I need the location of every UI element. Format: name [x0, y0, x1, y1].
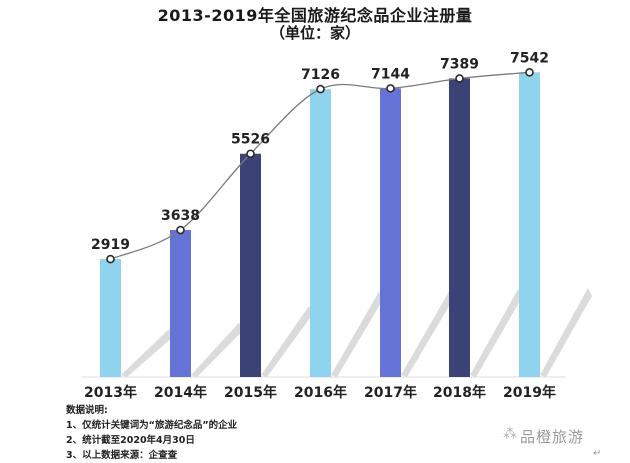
bar-2013年 — [100, 259, 121, 377]
bar-shadow — [470, 289, 522, 377]
notes-heading: 数据说明: — [66, 405, 108, 416]
chart-title: 2013-2019年全国旅游纪念品企业注册量 — [157, 6, 473, 25]
trend-marker — [455, 74, 464, 83]
bar-2015年 — [240, 153, 261, 377]
trend-marker — [246, 149, 255, 159]
value-labels: 2919 3638 5526 7126 7144 7389 7542 — [91, 50, 549, 253]
bar-shadow — [401, 291, 453, 377]
x-tick-label: 2013年 — [84, 384, 137, 401]
bar-shadow — [191, 322, 243, 377]
bar-shadow — [261, 305, 313, 377]
value-label: 7126 — [301, 67, 340, 83]
value-label: 7144 — [371, 66, 410, 82]
x-tick-label: 2014年 — [154, 384, 207, 401]
bar-2019年 — [519, 72, 540, 378]
bars — [100, 72, 540, 378]
bar-shadow — [121, 329, 173, 377]
wechat-icon: ⁂ — [503, 426, 517, 442]
chart-subtitle: （单位：家） — [269, 24, 360, 42]
value-label: 5526 — [231, 132, 270, 148]
trend-markers — [106, 68, 534, 264]
data-notes: 数据说明: 1、仅统计关键词为“旅游纪念品”的企业 2、统计截至2020年4月3… — [66, 403, 237, 463]
value-label: 7389 — [440, 56, 479, 72]
x-tick-label: 2018年 — [433, 384, 486, 401]
value-label: 2919 — [91, 237, 130, 253]
note-item-1: 1、仅统计关键词为“旅游纪念品”的企业 — [66, 420, 238, 431]
bar-2014年 — [170, 230, 191, 377]
bar-shadow — [540, 287, 592, 377]
note-item-3: 3、以上数据来源：企查查 — [66, 450, 178, 461]
bar-2017年 — [380, 88, 401, 378]
x-tick-label: 2017年 — [364, 384, 417, 401]
x-tick-label: 2016年 — [294, 384, 347, 401]
x-axis-labels: 2013年 2014年 2015年 2016年 2017年 2018年 2019年 — [84, 384, 556, 401]
x-tick-label: 2015年 — [224, 384, 277, 401]
trend-marker — [525, 68, 534, 77]
bar-2018年 — [449, 78, 470, 377]
trend-marker — [316, 84, 325, 94]
bar-shadow — [331, 291, 383, 377]
trend-marker — [176, 225, 185, 235]
value-label: 7542 — [510, 50, 549, 66]
trend-marker — [106, 254, 115, 264]
x-tick-label: 2019年 — [503, 384, 556, 401]
bar-shadows — [121, 287, 592, 377]
value-label: 3638 — [161, 208, 200, 224]
bar-2016年 — [310, 89, 331, 378]
note-item-2: 2、统计截至2020年4月30日 — [66, 435, 195, 446]
watermark: 品橙旅游 — [520, 428, 585, 446]
return-mark: ↵ — [593, 448, 602, 459]
trend-marker — [386, 84, 395, 93]
